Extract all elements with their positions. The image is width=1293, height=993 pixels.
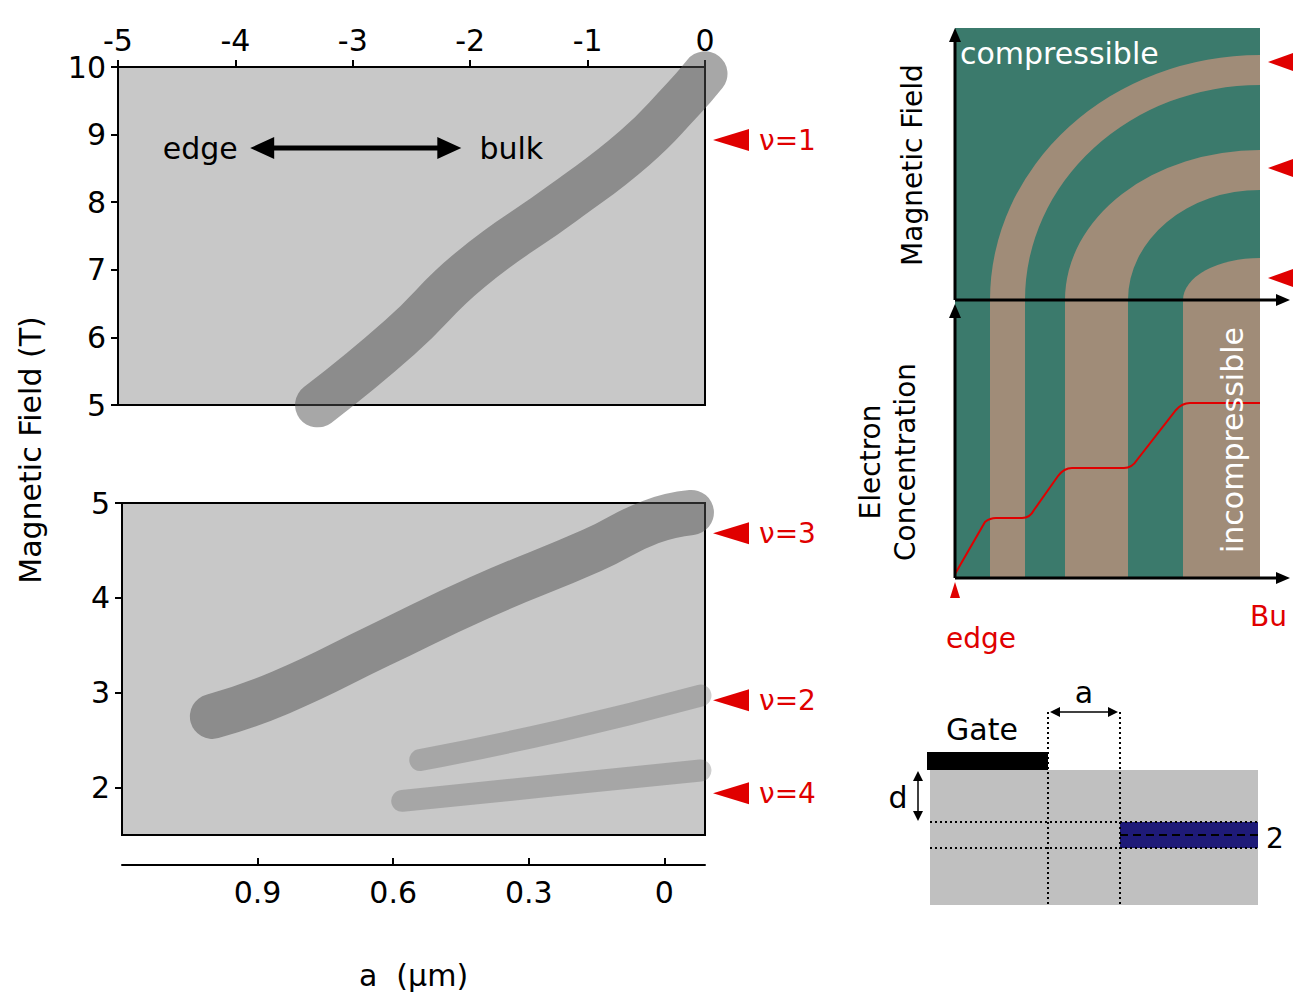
svg-text:0: 0 [655, 875, 674, 910]
svg-text:Magnetic Field: Magnetic Field [896, 64, 929, 266]
svg-text:0.9: 0.9 [234, 875, 282, 910]
svg-text:3: 3 [91, 675, 110, 710]
svg-text:0.3: 0.3 [505, 875, 553, 910]
svg-text:ν=1: ν=1 [759, 124, 816, 157]
svg-text:Electron: Electron [854, 405, 887, 520]
svg-text:7: 7 [87, 252, 106, 287]
svg-text:-3: -3 [338, 23, 368, 58]
svg-text:0: 0 [695, 22, 715, 58]
svg-text:0.6: 0.6 [369, 875, 417, 910]
svg-text:ν=3: ν=3 [759, 517, 816, 550]
svg-text:compressible: compressible [960, 36, 1159, 71]
svg-text:edge: edge [163, 131, 238, 166]
svg-text:a: a [1075, 675, 1093, 710]
svg-text:2: 2 [1266, 822, 1284, 855]
svg-text:5: 5 [91, 486, 110, 521]
svg-text:incompressible: incompressible [1215, 327, 1250, 553]
svg-text:8: 8 [87, 185, 106, 220]
svg-text:Gate: Gate [946, 712, 1018, 747]
svg-text:Concentration: Concentration [889, 363, 922, 561]
svg-text:-2: -2 [455, 23, 485, 58]
svg-text:-4: -4 [220, 23, 250, 58]
svg-text:a (µm): a (µm) [359, 958, 468, 993]
svg-text:5: 5 [87, 388, 106, 423]
svg-text:bulk: bulk [479, 131, 543, 166]
svg-text:4: 4 [91, 580, 110, 615]
svg-text:10: 10 [68, 50, 106, 85]
svg-text:edge: edge [946, 622, 1016, 655]
svg-text:Bu: Bu [1250, 600, 1287, 633]
svg-text:9: 9 [87, 117, 106, 152]
svg-text:6: 6 [87, 320, 106, 355]
svg-text:d: d [888, 780, 907, 815]
svg-text:ν=4: ν=4 [759, 777, 816, 810]
svg-text:Magnetic Field (T): Magnetic Field (T) [13, 316, 48, 583]
svg-text:2: 2 [91, 770, 110, 805]
svg-text:-1: -1 [573, 23, 603, 58]
svg-text:ν=2: ν=2 [759, 684, 816, 717]
svg-text:-5: -5 [103, 23, 133, 58]
